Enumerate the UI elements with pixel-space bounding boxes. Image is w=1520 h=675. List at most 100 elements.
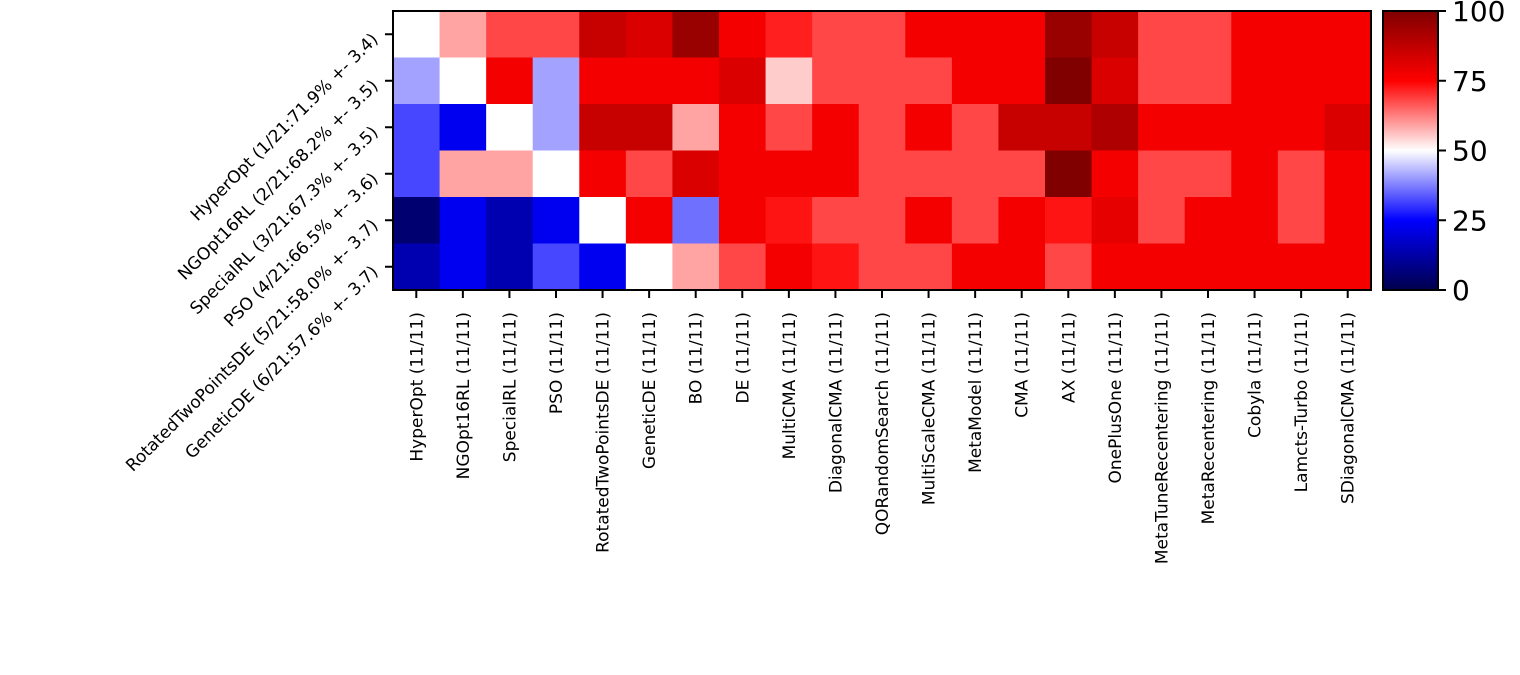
heatmap-cell-r1-c14 [1045,57,1093,105]
x-tick-label-12: MetaModel (11/11) [966,312,986,473]
x-tick-label-5: GeneticDE (11/11) [640,312,660,469]
x-tick-label-7: DE (11/11) [733,312,753,404]
x-tick-label-11: MultiScaleCMA (11/11) [920,312,940,505]
heatmap-cell-r2-c20 [1324,104,1372,152]
heatmap-cell-r4-c11 [905,197,953,245]
heatmap-cell-r4-c4 [579,197,627,245]
heatmap-cell-r4-c2 [486,197,534,245]
heatmap-cell-r2-c11 [905,104,953,152]
heatmap-cell-r0-c20 [1324,11,1372,59]
heatmap-cell-r1-c3 [532,57,580,105]
heatmap-cell-r2-c12 [951,104,1000,152]
heatmap-cell-r5-c0 [393,243,441,291]
heatmap-cell-r3-c11 [905,150,953,198]
heatmap-cell-r3-c7 [719,150,767,198]
heatmap-cell-r1-c5 [625,57,674,105]
heatmap-cell-r0-c9 [812,11,860,59]
heatmap-cell-r0-c7 [719,11,767,59]
heatmap-cell-r1-c9 [812,57,860,105]
heatmap-cell-r5-c20 [1324,243,1372,291]
heatmap-cell-r0-c8 [765,11,813,59]
heatmap-cell-r1-c1 [439,57,487,105]
heatmap-cell-r2-c15 [1091,104,1139,152]
x-tick-label-17: MetaRecentering (11/11) [1199,312,1219,524]
heatmap-cell-r0-c0 [393,11,441,59]
heatmap-cell-r2-c0 [393,104,441,152]
heatmap-cell-r2-c1 [439,104,487,152]
heatmap-cell-r4-c20 [1324,197,1372,245]
x-tick-label-9: DiagonalCMA (11/11) [826,312,846,493]
heatmap-cell-r0-c17 [1184,11,1232,59]
heatmap-cell-r2-c13 [998,104,1046,152]
x-tick-label-16: MetaTuneRecentering (11/11) [1152,312,1172,564]
x-tick-label-8: MultiCMA (11/11) [780,312,800,459]
heatmap-cell-r1-c7 [719,57,767,105]
heatmap-cell-r5-c17 [1184,243,1232,291]
heatmap-cell-r5-c15 [1091,243,1139,291]
heatmap-cell-r2-c5 [625,104,674,152]
heatmap-cell-r2-c8 [765,104,813,152]
heatmap-cell-r4-c12 [951,197,1000,245]
heatmap-cell-r5-c2 [486,243,534,291]
heatmap-cell-r1-c20 [1324,57,1372,105]
heatmap-cell-r4-c17 [1184,197,1232,245]
heatmap-cell-r3-c10 [858,150,906,198]
x-tick-label-14: AX (11/11) [1059,312,1079,403]
heatmap-cell-r4-c7 [719,197,767,245]
heatmap-cell-r0-c19 [1277,11,1326,59]
heatmap-cell-r3-c2 [486,150,534,198]
heatmap-cell-r4-c8 [765,197,813,245]
heatmap-cell-r1-c10 [858,57,906,105]
x-tick-label-3: PSO (11/11) [547,312,567,414]
heatmap-cell-r4-c19 [1277,197,1326,245]
heatmap-cell-r2-c19 [1277,104,1326,152]
heatmap-cell-r5-c10 [858,243,906,291]
x-tick-label-6: BO (11/11) [687,312,707,404]
heatmap-cell-r0-c5 [625,11,674,59]
heatmap-cell-r1-c6 [672,57,720,105]
heatmap-cell-r3-c5 [625,150,674,198]
heatmap-cell-r5-c6 [672,243,720,291]
heatmap-cell-r2-c4 [579,104,627,152]
colorbar [1382,10,1439,291]
heatmap-cell-r0-c13 [998,11,1046,59]
heatmap-cell-r1-c17 [1184,57,1232,105]
heatmap-cell-r2-c6 [672,104,720,152]
heatmap-cell-r0-c2 [486,11,534,59]
x-tick-label-18: Cobyla (11/11) [1246,312,1266,438]
x-tick-label-20: SDiagonalCMA (11/11) [1339,312,1359,504]
heatmap-cell-r2-c2 [486,104,534,152]
x-tick-label-13: CMA (11/11) [1013,312,1033,418]
heatmap-cell-r3-c20 [1324,150,1372,198]
heatmap-cell-r3-c1 [439,150,487,198]
heatmap-cell-r3-c0 [393,150,441,198]
heatmap-cell-r2-c3 [532,104,580,152]
heatmap-cell-r4-c14 [1045,197,1093,245]
heatmap-cell-r1-c13 [998,57,1046,105]
x-axis-ticks: HyperOpt (11/11) NGOpt16RL (11/11) Special… [407,290,1359,564]
heatmap-cell-r3-c3 [532,150,580,198]
heatmap-cell-r4-c16 [1138,197,1186,245]
heatmap-cell-r0-c6 [672,11,720,59]
heatmap-cell-r5-c16 [1138,243,1186,291]
heatmap-cell-r3-c14 [1045,150,1093,198]
heatmap-cell-r0-c10 [858,11,906,59]
heatmap-cell-r5-c14 [1045,243,1093,291]
heatmap-cell-r3-c9 [812,150,860,198]
heatmap-cell-r5-c3 [532,243,580,291]
heatmap-cell-r3-c15 [1091,150,1139,198]
heatmap-cell-r2-c7 [719,104,767,152]
heatmap-cell-r0-c18 [1231,11,1279,59]
heatmap-cell-r3-c19 [1277,150,1326,198]
y-axis-ticks: HyperOpt (1/21:71.9% +- 3.4)NGOpt16RL (2… [122,30,393,476]
heatmap-cell-r0-c16 [1138,11,1186,59]
heatmap-cell-r0-c11 [905,11,953,59]
heatmap-cell-r5-c5 [625,243,674,291]
heatmap-cell-r4-c1 [439,197,487,245]
heatmap-cell-r2-c17 [1184,104,1232,152]
heatmap-cell-r2-c9 [812,104,860,152]
colorbar-tick-label-4: 100 [1452,0,1505,28]
heatmap-cell-r3-c4 [579,150,627,198]
heatmap-cell-r0-c1 [439,11,487,59]
